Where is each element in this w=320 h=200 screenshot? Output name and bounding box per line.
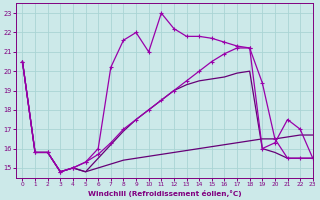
X-axis label: Windchill (Refroidissement éolien,°C): Windchill (Refroidissement éolien,°C) xyxy=(88,190,241,197)
